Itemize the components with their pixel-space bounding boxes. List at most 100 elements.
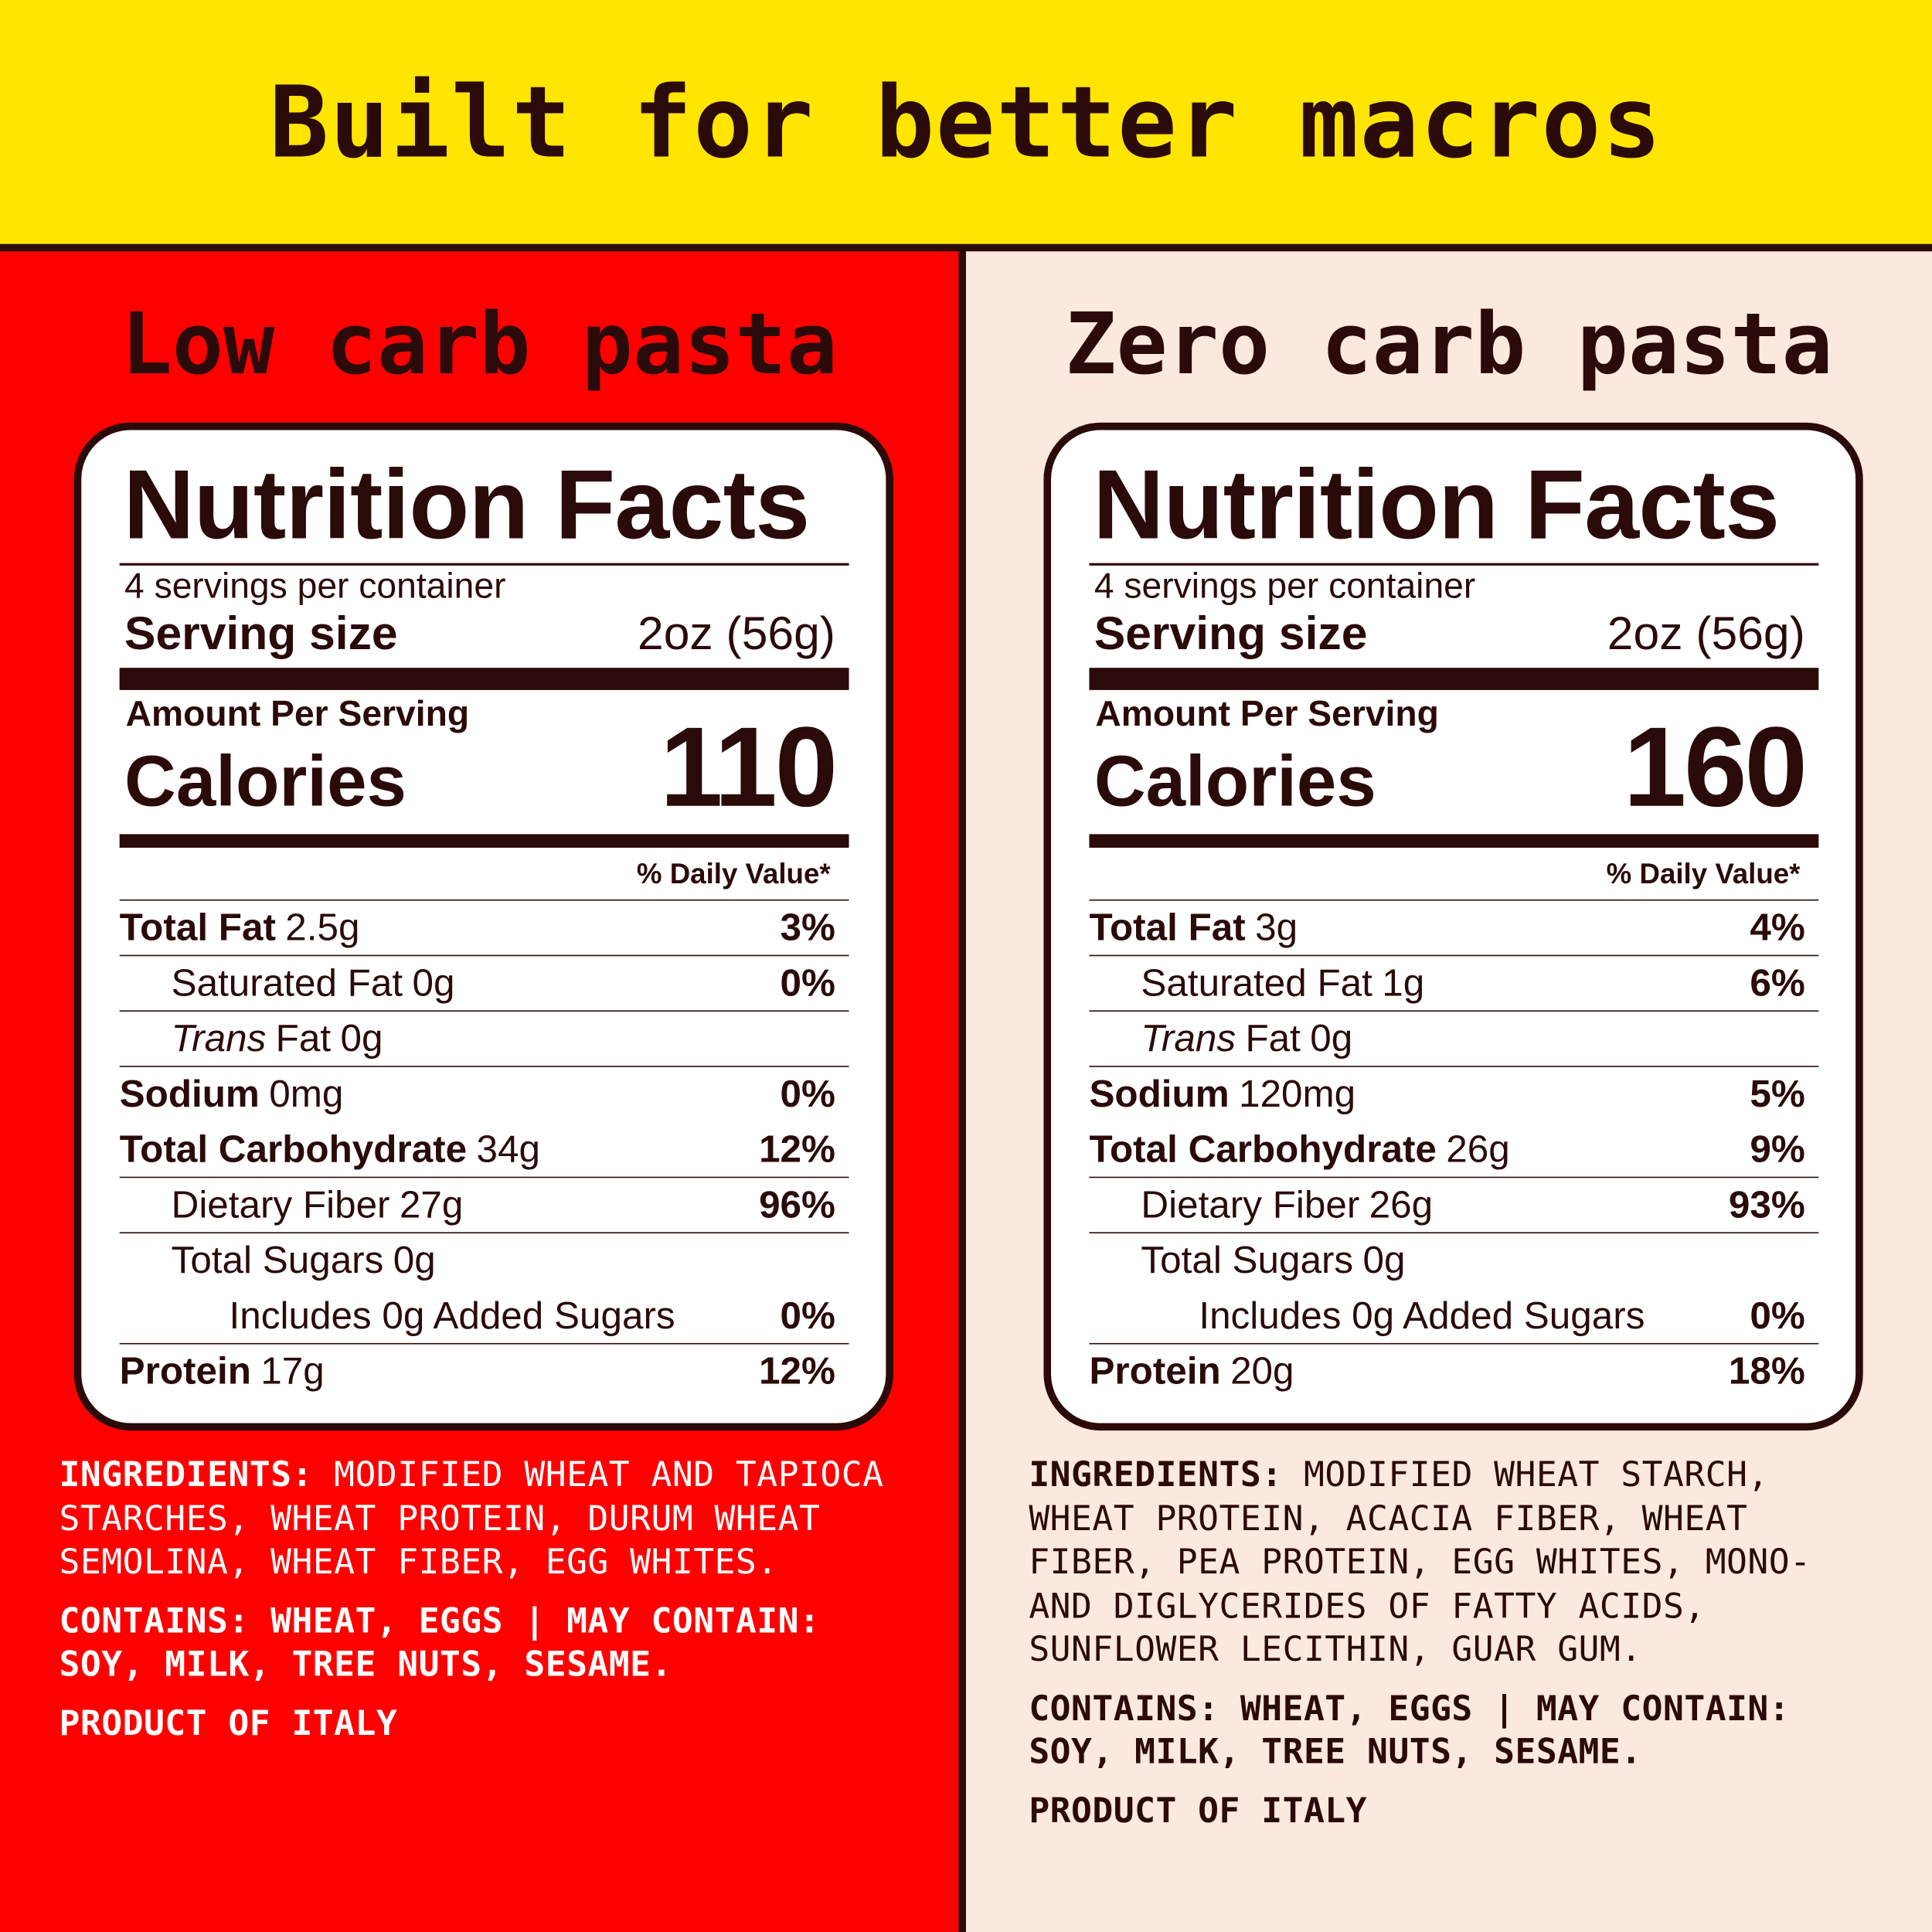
nutrient-name-group: Total Fat 2.5g	[120, 906, 360, 950]
allergens: CONTAINS: WHEAT, EGGS | MAY CONTAIN: SOY…	[59, 1600, 821, 1685]
nutrient-row: Total Carbohydrate 34g 12%	[120, 1121, 849, 1177]
nutrient-name-group: Total Fat 3g	[1089, 906, 1298, 950]
nutrient-name-group: Protein 20g	[1089, 1349, 1294, 1393]
rule	[119, 563, 849, 566]
nutrient-row: Dietary Fiber 27g 96%	[119, 1176, 849, 1233]
nutrient-name: Total Fat	[119, 905, 276, 949]
nutrient-amount: 0g	[393, 1238, 436, 1282]
nutrition-heading: Nutrition Facts	[1093, 449, 1780, 560]
calories-label: Calories	[1094, 741, 1376, 822]
serving-size-row: Serving size 2oz (56g)	[124, 610, 835, 659]
nutrient-name: Total Sugars	[1141, 1238, 1354, 1282]
daily-value: 93%	[1728, 1182, 1805, 1226]
thick-rule	[1089, 668, 1819, 690]
nutrient-name: Sodium	[1089, 1072, 1230, 1115]
nutrient-name-group: Saturated Fat 0g	[172, 961, 455, 1005]
nutrient-name: Includes 0g Added Sugars	[229, 1294, 675, 1337]
daily-value: 18%	[1728, 1349, 1805, 1393]
daily-value: 4%	[1750, 905, 1805, 949]
calories-value: 160	[1623, 704, 1808, 831]
allergens: CONTAINS: WHEAT, EGGS | MAY CONTAIN: SOY…	[1029, 1687, 1791, 1772]
nutrient-name-group: Dietary Fiber 26g	[1141, 1183, 1433, 1227]
servings: 4 servings per container	[124, 566, 506, 607]
nutrient-name: Dietary Fiber	[171, 1182, 390, 1226]
nutrient-name-group: Saturated Fat 1g	[1141, 961, 1424, 1005]
nutrition-content: Nutrition Facts 4 servings per container S…	[1089, 430, 1819, 1416]
origin: PRODUCT OF ITALY	[1029, 1789, 1368, 1831]
ingredients-block: INGREDIENTS: MODIFIED WHEAT STARCH, WHEA…	[1029, 1453, 1891, 1847]
serving-size: 2oz (56g)	[638, 608, 835, 661]
nutrient-name: Fat	[275, 1016, 332, 1060]
ingredients-block: INGREDIENTS: MODIFIED WHEAT AND TAPIOCA …	[60, 1453, 922, 1760]
nutrient-amount: 17g	[260, 1349, 325, 1393]
nutrient-row: Total Fat 3g 4%	[1089, 899, 1819, 955]
nutrient-amount: 2.5g	[285, 905, 360, 949]
nutrient-name-group: Includes 0g Added Sugars	[1199, 1294, 1645, 1338]
nutrient-name: Protein	[119, 1349, 251, 1393]
nutrient-amount: 1g	[1382, 961, 1425, 1005]
ingredients: INGREDIENTS: MODIFIED WHEAT AND TAPIOCA …	[60, 1453, 922, 1584]
nutrient-row: Protein 17g 12%	[119, 1342, 849, 1399]
nutrient-name-group: Includes 0g Added Sugars	[230, 1294, 675, 1338]
nutrient-name-group: Total Carbohydrate 26g	[1089, 1128, 1509, 1172]
origin: PRODUCT OF ITALY	[59, 1702, 398, 1743]
daily-value: 0%	[1750, 1294, 1805, 1337]
nutrient-row: Total Sugars 0g	[119, 1232, 849, 1287]
nutrition-content: Nutrition Facts 4 servings per container S…	[119, 430, 849, 1416]
nutrient-amount: 120mg	[1239, 1072, 1356, 1115]
rule	[1089, 563, 1819, 566]
nutrient-row: Saturated Fat 0g 0%	[119, 954, 849, 1011]
nutrient-name: Saturated Fat	[1141, 961, 1372, 1005]
nutrient-amount: 27g	[399, 1182, 464, 1226]
ingredients-text: MODIFIED WHEAT STARCH, WHEAT PROTEIN, AC…	[1029, 1454, 1811, 1670]
nutrition-card: Nutrition Facts 4 servings per container S…	[73, 422, 893, 1431]
daily-value: 9%	[1750, 1127, 1805, 1171]
nutrient-name-group: Total Carbohydrate 34g	[120, 1128, 540, 1172]
nutrient-row: Total Carbohydrate 26g 9%	[1089, 1121, 1818, 1177]
nutrient-name: Sodium	[119, 1072, 260, 1115]
nutrient-amount: 0g	[412, 961, 455, 1005]
nutrient-row: Dietary Fiber 26g 93%	[1089, 1176, 1819, 1233]
header: Built for better macros	[0, 0, 1932, 244]
nutrient-amount: 26g	[1446, 1127, 1510, 1171]
nutrient-name-group: Sodium 120mg	[1089, 1072, 1355, 1116]
nutrient-row: Protein 20g 18%	[1089, 1342, 1819, 1399]
nutrient-row: Includes 0g Added Sugars 0%	[120, 1287, 849, 1343]
nutrient-name-group: Sodium 0mg	[120, 1072, 344, 1116]
daily-value: 12%	[759, 1127, 835, 1171]
nutrient-amount: 3g	[1255, 905, 1298, 949]
daily-value-header: % Daily Value*	[1606, 857, 1801, 890]
panel: Zero carb pasta Nutrition Facts 4 servings…	[966, 251, 1932, 1932]
nutrient-row: Trans Fat 0g	[119, 1010, 849, 1066]
panel-title: Low carb pasta	[121, 295, 838, 395]
nutrient-name-group: Trans Fat 0g	[172, 1016, 383, 1060]
daily-value-header: % Daily Value*	[636, 857, 831, 890]
nutrient-name-group: Total Sugars 0g	[1141, 1238, 1405, 1282]
ingredients-label: INGREDIENTS:	[1029, 1454, 1283, 1495]
nutrient-row: Sodium 120mg 5%	[1089, 1066, 1819, 1121]
nutrient-name-group: Total Sugars 0g	[172, 1238, 436, 1282]
ingredients: INGREDIENTS: MODIFIED WHEAT STARCH, WHEA…	[1029, 1453, 1891, 1672]
nutrient-row: Trans Fat 0g	[1089, 1010, 1819, 1066]
serving-size-label: Serving size	[1094, 608, 1368, 661]
servings: 4 servings per container	[1094, 566, 1476, 607]
nutrient-row: Total Fat 2.5g 3%	[119, 899, 849, 955]
daily-value: 3%	[780, 905, 835, 949]
thick-rule	[1089, 834, 1819, 848]
amount-per-serving: Amount Per Serving	[125, 695, 470, 735]
ingredients-text: MODIFIED WHEAT AND TAPIOCA STARCHES, WHE…	[59, 1454, 884, 1583]
serving-size-label: Serving size	[124, 608, 398, 661]
nutrient-name: Total Carbohydrate	[119, 1127, 468, 1171]
nutrient-row: Total Sugars 0g	[1089, 1232, 1819, 1287]
nutrient-amount: 34g	[476, 1127, 540, 1171]
nutrient-amount: 20g	[1230, 1349, 1294, 1393]
calories-label: Calories	[124, 741, 406, 822]
panel: Low carb pasta Nutrition Facts 4 servings …	[0, 251, 959, 1932]
nutrient-amount: 0g	[340, 1016, 383, 1060]
nutrient-row: Includes 0g Added Sugars 0%	[1089, 1287, 1818, 1343]
daily-value: 12%	[759, 1349, 835, 1393]
nutrient-name: Dietary Fiber	[1141, 1182, 1360, 1226]
nutrient-amount: 26g	[1369, 1182, 1434, 1226]
